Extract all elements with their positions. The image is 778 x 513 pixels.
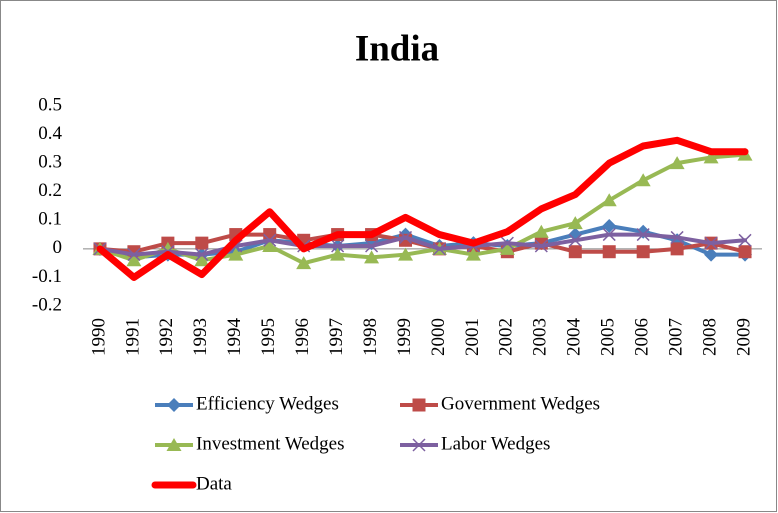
x-tick-label: 1991 [122,318,143,356]
x-tick-label: 2001 [462,318,483,356]
x-tick-label: 1999 [394,318,415,356]
y-tick-label: -0.2 [32,294,62,315]
series-line [97,232,748,257]
x-tick-label: 2008 [699,318,720,356]
marker [167,398,181,412]
marker [738,233,752,247]
x-tick-label: 1997 [326,318,347,356]
marker [398,230,413,244]
marker [704,247,719,262]
marker [166,438,182,451]
marker [669,156,685,170]
marker [330,247,346,261]
legend-item: Government Wedges [400,393,600,414]
legend-item: Data [151,473,232,494]
marker [331,239,345,253]
legend-label: Government Wedges [441,393,600,414]
chart-title: India [355,28,439,69]
x-tick-label: 1995 [258,318,279,356]
marker [365,239,379,253]
marker [364,250,380,264]
legend-label: Efficiency Wedges [196,393,339,414]
legend-label: Labor Wedges [441,433,550,454]
marker [670,230,684,244]
marker [568,233,582,247]
marker [296,256,312,270]
legend-item: Efficiency Wedges [155,393,339,414]
y-tick-label: 0.4 [38,123,62,144]
marker [738,245,752,259]
marker [704,236,718,250]
x-tick-label: 1994 [224,318,245,357]
marker [195,236,209,250]
y-tick-label: 0.5 [38,94,62,115]
marker [195,248,209,262]
x-tick-label: 1993 [190,318,211,356]
y-tick-label: 0.3 [38,152,62,173]
x-tick-label: 2002 [496,318,517,356]
x-tick-label: 1996 [292,318,313,356]
x-tick-label: 2000 [428,318,449,356]
legend-item: Labor Wedges [400,433,550,454]
y-tick-label: -0.1 [32,266,62,287]
x-tick-label: 2004 [564,318,585,357]
marker [636,245,650,259]
marker [602,228,616,242]
y-tick-label: 0.1 [38,209,62,230]
marker [703,150,719,164]
marker [412,398,426,412]
marker [500,236,514,250]
x-tick-label: 2009 [733,318,754,356]
marker [635,173,651,187]
legend-item: Investment Wedges [155,433,345,454]
marker [533,224,549,238]
legend-label: Data [196,473,232,494]
marker [602,219,617,233]
y-tick-label: 0 [53,237,63,258]
marker [194,253,210,267]
x-tick-label: 2006 [632,318,653,356]
series-line [96,136,749,281]
marker [228,247,244,261]
marker [567,216,583,230]
marker [262,239,278,252]
x-tick-label: 2005 [598,318,619,356]
marker [412,438,426,452]
marker [398,247,414,261]
marker [602,245,616,259]
x-tick-label: 2007 [665,318,686,356]
marker [126,253,142,267]
marker [568,245,582,259]
marker [465,247,481,261]
x-tick-label: 1998 [360,318,381,356]
marker [263,233,277,247]
series [93,228,752,262]
marker [601,193,617,207]
series [96,136,749,281]
x-tick-label: 2003 [530,318,551,356]
marker [636,228,650,242]
x-tick-label: 1990 [88,318,109,356]
marker [432,242,447,256]
marker [499,241,515,255]
x-tick-label: 1992 [156,318,177,356]
marker [127,248,141,262]
marker [670,242,684,256]
y-tick-label: 0.2 [38,180,62,201]
marker [534,239,548,253]
legend-label: Investment Wedges [196,433,345,454]
